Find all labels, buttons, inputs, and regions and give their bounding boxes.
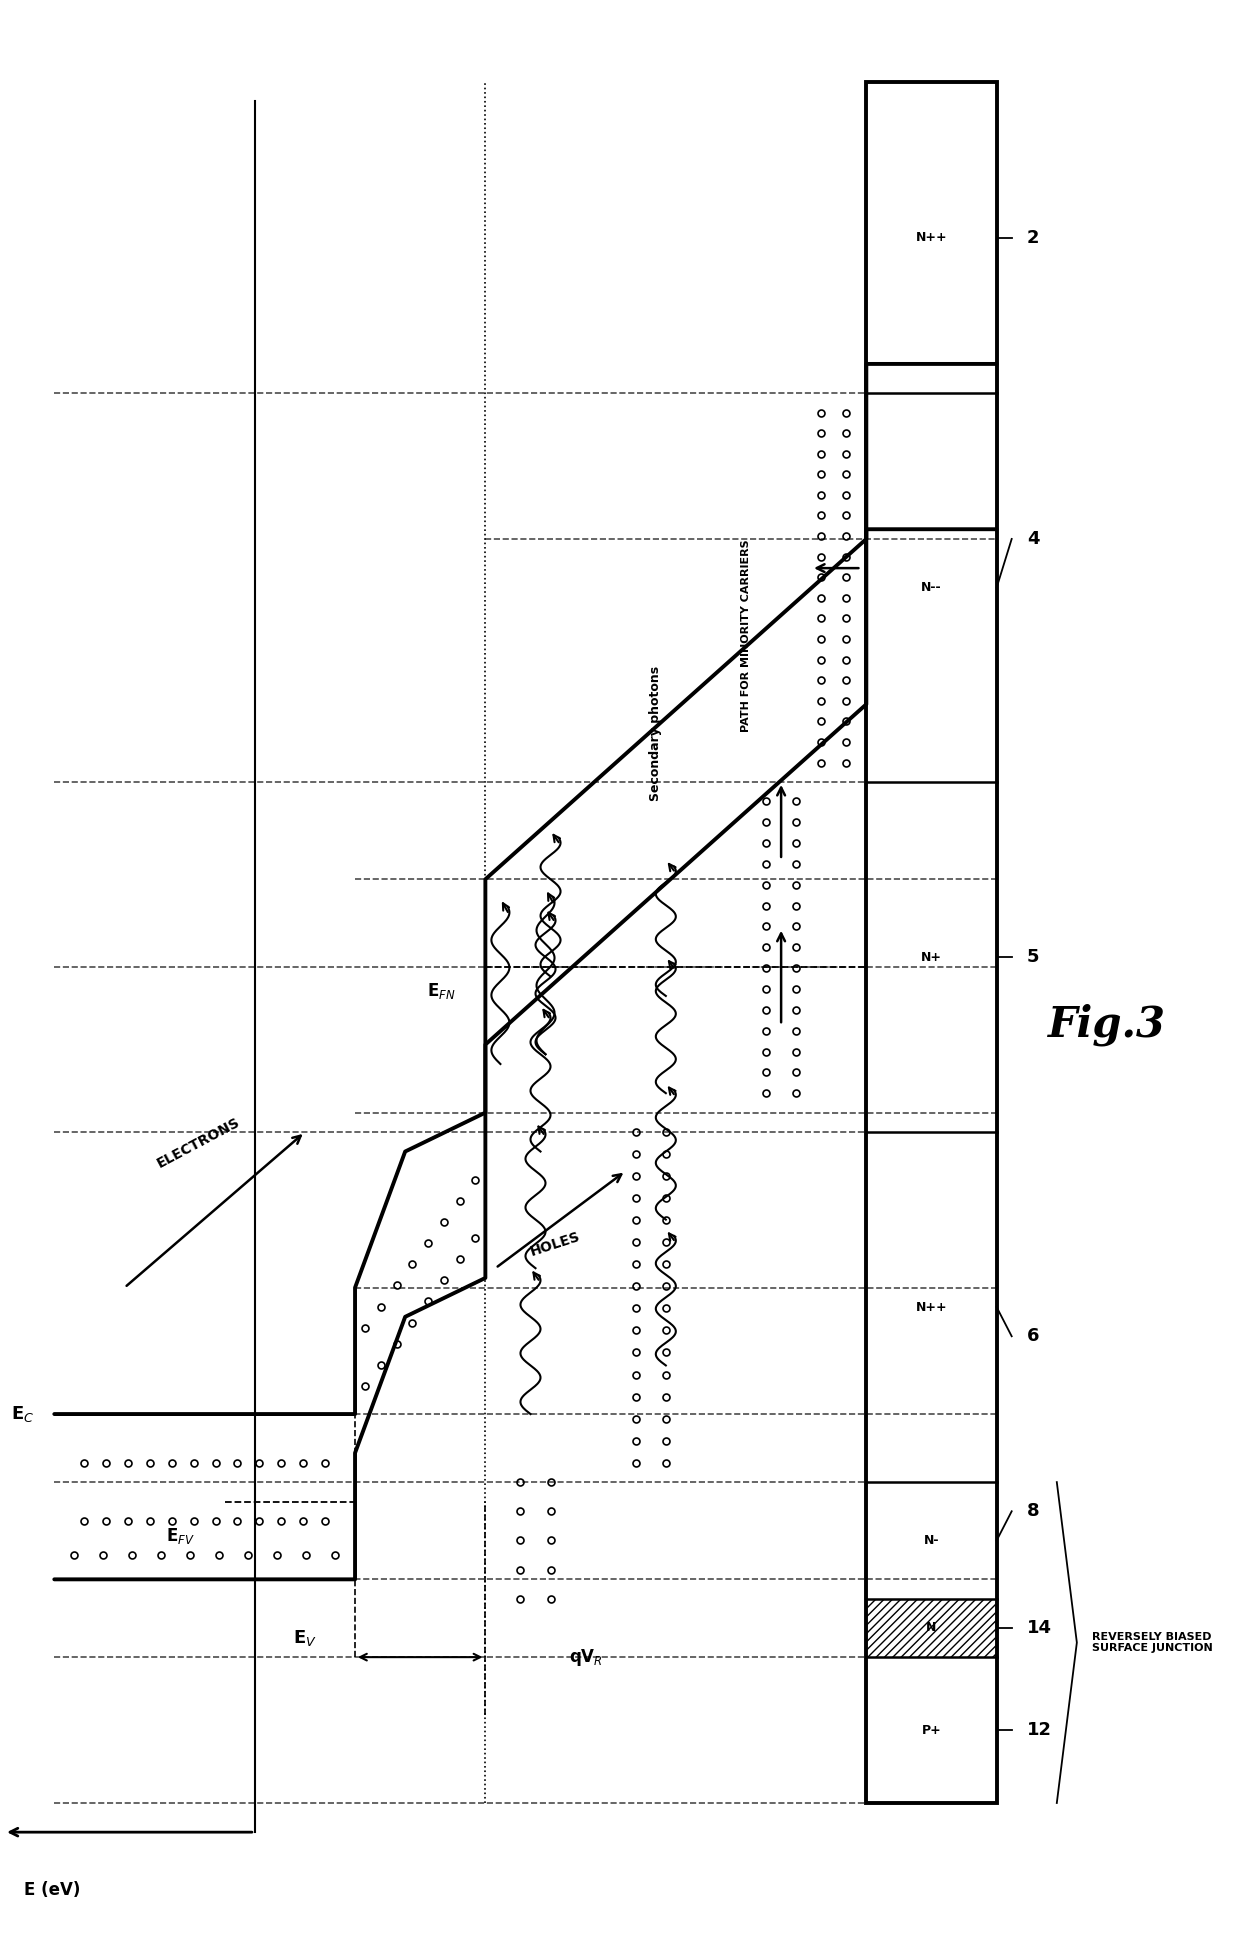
Text: 4: 4 — [1027, 529, 1039, 549]
Text: 12: 12 — [1027, 1721, 1052, 1738]
Text: 2: 2 — [1027, 229, 1039, 246]
Text: PATH FOR MINORITY CARRIERS: PATH FOR MINORITY CARRIERS — [742, 539, 751, 732]
Text: REVERSELY BIASED
SURFACE JUNCTION: REVERSELY BIASED SURFACE JUNCTION — [1092, 1633, 1213, 1654]
Text: 6: 6 — [1027, 1328, 1039, 1346]
Text: P+: P+ — [921, 1724, 941, 1736]
Text: N++: N++ — [915, 230, 947, 244]
Text: qV$_R$: qV$_R$ — [569, 1648, 603, 1668]
Bar — [867, 82, 997, 1803]
Text: E$_V$: E$_V$ — [293, 1629, 317, 1648]
Text: E$_{FV}$: E$_{FV}$ — [166, 1525, 195, 1547]
Text: E (eV): E (eV) — [25, 1881, 81, 1898]
Text: E$_C$: E$_C$ — [11, 1404, 35, 1424]
Bar — [867, 1600, 997, 1658]
Text: N+: N+ — [921, 951, 942, 963]
Text: HOLES: HOLES — [528, 1228, 583, 1258]
Text: ELECTRONS: ELECTRONS — [155, 1115, 242, 1172]
Text: N++: N++ — [915, 1301, 947, 1314]
Text: Fig.3: Fig.3 — [1048, 1004, 1166, 1047]
Text: 8: 8 — [1027, 1502, 1039, 1519]
Text: N--: N-- — [921, 582, 942, 594]
Text: 14: 14 — [1027, 1619, 1052, 1637]
Text: Secondary photons: Secondary photons — [650, 666, 662, 801]
Text: N: N — [926, 1621, 936, 1635]
Text: 5: 5 — [1027, 947, 1039, 967]
Text: N-: N- — [924, 1533, 939, 1547]
Text: E$_{FN}$: E$_{FN}$ — [427, 980, 455, 1002]
